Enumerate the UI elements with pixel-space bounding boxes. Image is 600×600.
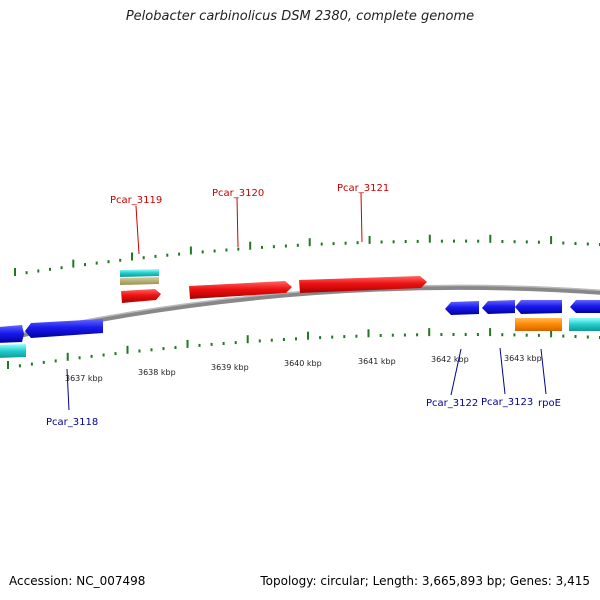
genome-title: Pelobacter carbinolicus DSM 2380, comple… (125, 9, 475, 24)
kbp-label-3641: 3641 kbp (358, 357, 396, 366)
gene-arrow-right-edge[interactable] (570, 300, 600, 313)
gene-label-rpoE[interactable]: rpoE (538, 398, 561, 409)
gene-arrow-left-edge[interactable] (0, 325, 24, 343)
gene-label-pcar-3118[interactable]: Pcar_3118 (46, 417, 98, 428)
gene-label-pcar-3121[interactable]: Pcar_3121 (337, 183, 389, 194)
cyan-feature-right[interactable] (569, 318, 600, 331)
kbp-label-3643: 3643 kbp (504, 354, 542, 363)
gene-arrow-rpoE[interactable] (515, 300, 562, 314)
gene-arrow-pcar-3121[interactable] (299, 276, 427, 293)
gene-arrow-pcar-3122[interactable] (445, 301, 479, 315)
cyan-feature-top[interactable] (120, 269, 159, 277)
genome-summary: Topology: circular; Length: 3,665,893 bp… (260, 574, 590, 588)
gene-label-pcar-3123[interactable]: Pcar_3123 (481, 397, 533, 408)
gene-label-pcar-3119[interactable]: Pcar_3119 (110, 195, 162, 206)
kbp-label-3637: 3637 kbp (65, 374, 103, 383)
bottom-tick-track (7, 328, 600, 369)
cyan-feature-left[interactable] (0, 344, 26, 358)
gene-arrow-pcar-3120[interactable] (189, 281, 292, 299)
gene-arrow-pcar-3118[interactable] (25, 319, 103, 338)
kbp-label-3638: 3638 kbp (138, 368, 176, 377)
kbp-label-3640: 3640 kbp (284, 359, 322, 368)
olive-feature-top[interactable] (120, 277, 159, 285)
gene-arrow-pcar-3119[interactable] (121, 289, 161, 303)
top-tick-track (14, 234, 600, 276)
label-leader-lines (66, 192, 547, 411)
gene-label-pcar-3120[interactable]: Pcar_3120 (212, 188, 264, 199)
accession-label: Accession: NC_007498 (9, 574, 146, 588)
kbp-label-3639: 3639 kbp (211, 363, 249, 372)
gene-arrow-pcar-3123[interactable] (482, 300, 515, 314)
gene-label-pcar-3122[interactable]: Pcar_3122 (426, 398, 478, 409)
orange-feature[interactable] (515, 318, 562, 331)
kbp-label-3642: 3642 kbp (431, 355, 469, 364)
